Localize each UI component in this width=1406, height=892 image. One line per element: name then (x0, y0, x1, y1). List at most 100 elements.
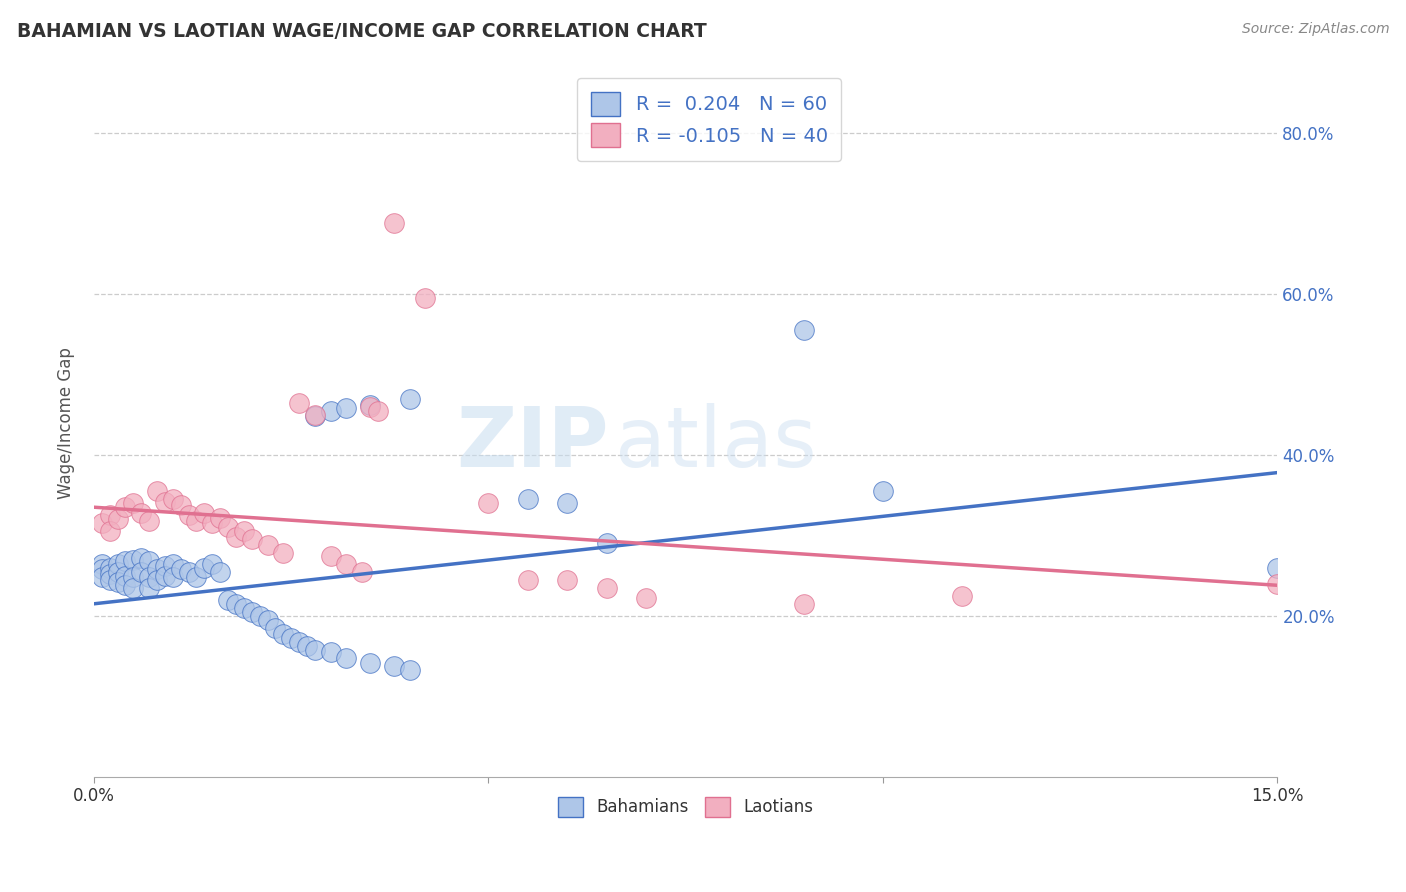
Point (304, 642, 326, 657)
Point (382, 658, 405, 673)
Point (98, 524, 121, 539)
Y-axis label: Wage/Income Gap: Wage/Income Gap (58, 347, 75, 499)
Point (793, 323, 815, 337)
Point (129, 550, 152, 565)
Point (382, 216, 405, 230)
Point (90, 516, 112, 531)
Point (636, 591, 658, 606)
Point (209, 510, 232, 524)
Point (240, 605, 263, 619)
Point (319, 403, 342, 417)
Point (555, 573, 578, 587)
Point (153, 558, 176, 573)
Point (153, 494, 176, 508)
Point (107, 565, 129, 579)
Point (516, 492, 538, 507)
Point (90, 570, 112, 584)
Point (138, 581, 160, 595)
Point (793, 597, 815, 611)
Point (256, 613, 278, 627)
Text: BAHAMIAN VS LAOTIAN WAGE/INCOME GAP CORRELATION CHART: BAHAMIAN VS LAOTIAN WAGE/INCOME GAP CORR… (17, 22, 707, 41)
Point (398, 392, 420, 406)
Point (335, 401, 357, 416)
Point (319, 549, 342, 563)
Point (232, 524, 254, 539)
Point (177, 565, 200, 579)
Text: Source: ZipAtlas.com: Source: ZipAtlas.com (1241, 22, 1389, 37)
Point (186, 570, 208, 584)
Point (146, 573, 169, 587)
Point (264, 621, 287, 635)
Point (170, 562, 193, 576)
Point (177, 508, 200, 523)
Point (138, 554, 160, 568)
Point (872, 484, 894, 499)
Point (114, 500, 136, 515)
Point (1267, 576, 1289, 591)
Text: atlas: atlas (614, 403, 817, 484)
Point (398, 663, 420, 677)
Legend: Bahamians, Laotians: Bahamians, Laotians (550, 789, 823, 825)
Point (114, 578, 136, 592)
Point (122, 570, 145, 584)
Point (107, 557, 129, 571)
Point (201, 557, 224, 571)
Point (217, 592, 239, 607)
Point (335, 557, 357, 571)
Point (352, 565, 374, 579)
Point (107, 512, 129, 526)
Point (162, 557, 184, 571)
Point (367, 403, 389, 417)
Point (98, 573, 121, 587)
Point (217, 520, 239, 534)
Point (186, 514, 208, 528)
Point (129, 565, 152, 579)
Point (555, 496, 578, 510)
Point (209, 565, 232, 579)
Point (146, 484, 169, 499)
Point (193, 560, 215, 574)
Point (516, 573, 538, 587)
Point (162, 570, 184, 584)
Point (596, 536, 619, 550)
Point (232, 600, 254, 615)
Point (359, 400, 381, 414)
Point (225, 597, 247, 611)
Point (129, 506, 152, 520)
Point (90, 557, 112, 571)
Point (122, 552, 145, 566)
Point (1267, 560, 1289, 574)
Point (359, 656, 381, 670)
Point (162, 492, 184, 507)
Point (122, 496, 145, 510)
Point (98, 567, 121, 582)
Point (271, 626, 294, 640)
Point (413, 291, 436, 305)
Point (170, 498, 193, 512)
Point (271, 546, 294, 560)
Point (225, 530, 247, 544)
Point (98, 560, 121, 574)
Point (256, 538, 278, 552)
Point (288, 395, 311, 409)
Point (319, 645, 342, 659)
Point (304, 408, 326, 422)
Point (304, 409, 326, 424)
Point (280, 632, 302, 646)
Point (138, 570, 160, 584)
Point (122, 581, 145, 595)
Point (596, 581, 619, 595)
Point (950, 589, 973, 603)
Text: ZIP: ZIP (456, 403, 609, 484)
Point (335, 650, 357, 665)
Point (114, 554, 136, 568)
Point (107, 575, 129, 590)
Point (114, 568, 136, 582)
Point (477, 496, 499, 510)
Point (201, 516, 224, 531)
Point (295, 640, 318, 654)
Point (193, 506, 215, 520)
Point (240, 533, 263, 547)
Point (146, 562, 169, 576)
Point (98, 508, 121, 523)
